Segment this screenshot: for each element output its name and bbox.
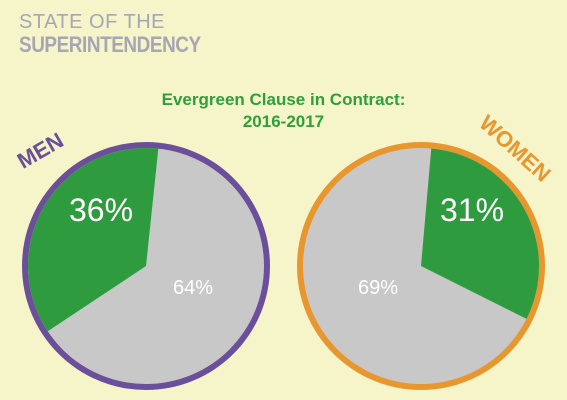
brand-line-2: SUPERINTENDENCY (19, 32, 201, 57)
men-value-label-yes: 36% (69, 192, 133, 228)
men-value-label-no: 64% (173, 277, 213, 299)
women-value-label-no: 69% (358, 277, 398, 299)
chart-title: Evergreen Clause in Contract: 2016-2017 (0, 89, 567, 133)
men-slice-yes (28, 148, 159, 332)
brand-line-1: STATE OF THE (19, 11, 166, 33)
chart-title-line-1: Evergreen Clause in Contract: (161, 90, 406, 109)
brand-logo: STATE OF THE SUPERINTENDENCY (19, 12, 230, 56)
women-slice-yes (421, 148, 540, 319)
men-group-label: MEN (13, 127, 68, 173)
chart-title-line-2: 2016-2017 (242, 112, 325, 131)
women-value-label-yes: 31% (440, 192, 504, 228)
